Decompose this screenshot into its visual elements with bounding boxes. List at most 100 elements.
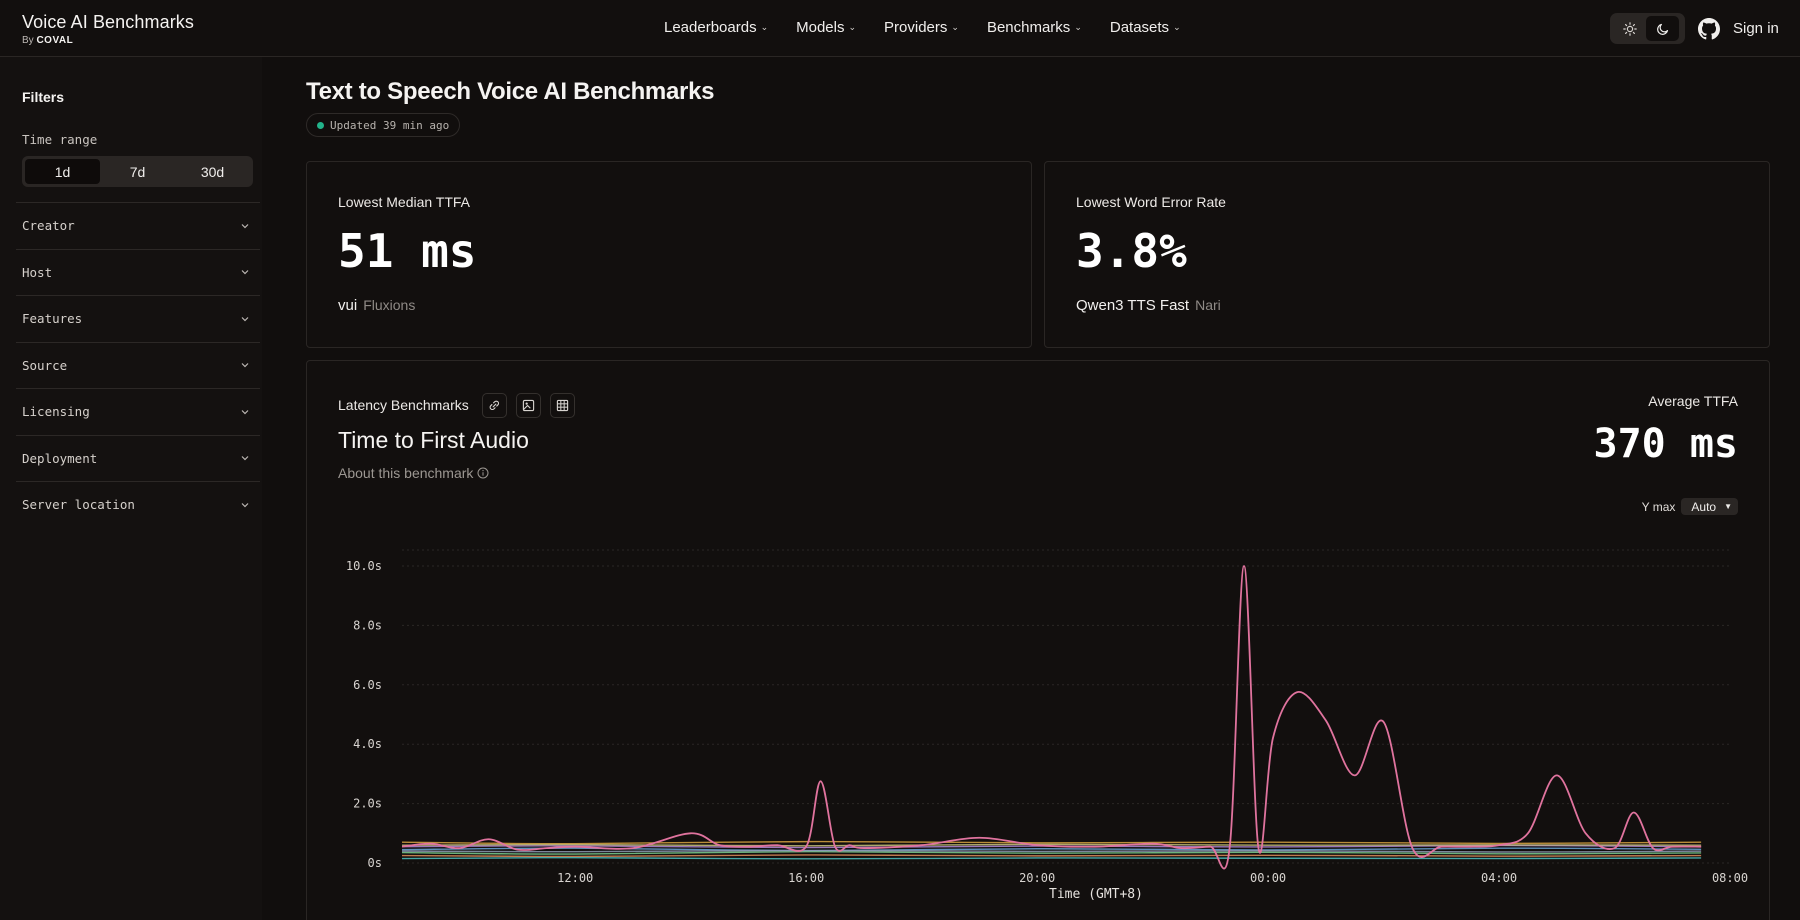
sign-in-link[interactable]: Sign in <box>1733 20 1779 37</box>
x-tick-label: 16:00 <box>788 871 824 885</box>
light-theme-button[interactable] <box>1613 16 1646 41</box>
stat-card-value: 3.8% <box>1076 224 1187 278</box>
stat-card-ttfa: Lowest Median TTFA 51 ms vui Fluxions <box>306 161 1032 348</box>
y-max-select[interactable]: Auto ▼ <box>1681 498 1738 515</box>
filter-licensing[interactable]: Licensing <box>16 388 260 435</box>
nav-label: Models <box>796 19 845 36</box>
y-max-label: Y max <box>1641 499 1676 514</box>
github-icon[interactable] <box>1698 18 1720 40</box>
provider-name: Fluxions <box>363 297 416 313</box>
nav-leaderboards[interactable]: Leaderboards ⌄ <box>664 19 768 36</box>
filters-sidebar: Filters Time range 1d 7d 30d Creator Hos… <box>0 57 262 920</box>
chevron-down-icon: ⌄ <box>1173 22 1181 32</box>
series-line <box>401 847 1702 852</box>
y-max-control: Y max Auto ▼ <box>1642 498 1738 515</box>
info-icon <box>477 467 489 479</box>
stat-card-title: Lowest Median TTFA <box>338 194 471 210</box>
theme-toggle <box>1610 13 1685 44</box>
updated-text: Updated 39 min ago <box>330 118 450 132</box>
chevron-down-icon: ⌄ <box>1074 22 1082 32</box>
image-download-icon <box>522 399 535 412</box>
filter-deployment[interactable]: Deployment <box>16 434 260 482</box>
filters-title: Filters <box>22 89 65 105</box>
y-max-value: Auto <box>1691 499 1717 514</box>
x-tick-label: 12:00 <box>557 871 593 885</box>
nav-label: Providers <box>884 19 948 36</box>
link-icon <box>489 400 499 410</box>
latency-chart-card: Latency Benchmarks Time to First Audio A… <box>306 360 1770 920</box>
brand-logo[interactable]: Voice AI Benchmarks By COVAL <box>22 12 194 46</box>
filter-label: Source <box>22 357 68 373</box>
copy-link-button[interactable] <box>482 393 507 418</box>
stat-card-wer: Lowest Word Error Rate 3.8% Qwen3 TTS Fa… <box>1044 161 1770 348</box>
moon-icon <box>1656 23 1668 35</box>
chevron-down-icon <box>241 223 249 229</box>
chevron-down-icon: ▼ <box>1724 502 1732 511</box>
provider-name: Nari <box>1195 297 1221 313</box>
chevron-down-icon <box>241 456 249 461</box>
filter-creator[interactable]: Creator <box>16 202 260 249</box>
status-badge: Updated 39 min ago <box>306 113 461 137</box>
nav-models[interactable]: Models ⌄ <box>796 19 856 36</box>
time-range-7d[interactable]: 7d <box>129 163 146 180</box>
filter-host[interactable]: Host <box>16 248 260 296</box>
filter-label: Server location <box>22 497 135 513</box>
brand-title: Voice AI Benchmarks <box>22 12 194 32</box>
y-tick-label: 10.0s <box>346 559 382 573</box>
nav-label: Datasets <box>1109 19 1170 36</box>
x-tick-label: 00:00 <box>1250 871 1286 885</box>
x-tick-label: 04:00 <box>1481 871 1517 885</box>
chevron-down-icon: ⌄ <box>951 22 959 32</box>
model-name: Qwen3 TTS Fast <box>1076 297 1190 314</box>
download-image-button[interactable] <box>516 393 541 418</box>
chevron-down-icon <box>241 363 249 368</box>
stat-card-model: vui Fluxions <box>338 297 415 314</box>
filter-label: Host <box>22 264 53 280</box>
time-range-1d[interactable]: 1d <box>25 159 100 184</box>
filter-label: Licensing <box>22 404 90 420</box>
page-title: Text to Speech Voice AI Benchmarks <box>306 78 715 105</box>
nav-benchmarks[interactable]: Benchmarks ⌄ <box>987 19 1082 36</box>
time-range-selector: 1d 7d 30d <box>22 156 253 187</box>
chart-title: Time to First Audio <box>338 427 529 453</box>
ttfa-line-chart: 0s 2.0s 4.0s 6.0s 8.0s 10.0s 12:00 16:00 20:00 00… <box>346 549 1748 902</box>
dark-theme-button[interactable] <box>1646 16 1679 41</box>
nav-providers[interactable]: Providers ⌄ <box>884 19 959 36</box>
filter-label: Creator <box>22 218 75 234</box>
filter-list: Creator Host Features Source Licensing D… <box>16 202 260 528</box>
filter-features[interactable]: Features <box>16 295 260 342</box>
chevron-down-icon <box>241 409 249 415</box>
y-tick-label: 6.0s <box>353 678 382 692</box>
series-line <box>401 854 1702 858</box>
average-ttfa-value: 370 ms <box>1593 421 1739 467</box>
series-line <box>401 851 1702 855</box>
filter-server-location[interactable]: Server location <box>16 481 260 528</box>
main-nav: Leaderboards ⌄ Models ⌄ Providers ⌄ Benchma… <box>664 19 1209 36</box>
top-bar: Voice AI Benchmarks By COVAL Leaderboard… <box>0 0 1800 57</box>
filter-source[interactable]: Source <box>16 341 260 389</box>
series-line <box>401 856 1702 860</box>
filter-label: Features <box>22 311 83 327</box>
time-range-30d[interactable]: 30d <box>200 163 225 180</box>
brand-by-prefix: By <box>22 35 34 46</box>
x-tick-label: 20:00 <box>1019 871 1055 885</box>
stat-card-value: 51 ms <box>338 224 477 278</box>
nav-label: Leaderboards <box>664 19 757 36</box>
nav-datasets[interactable]: Datasets ⌄ <box>1110 19 1181 36</box>
chevron-down-icon <box>241 316 249 322</box>
y-tick-label: 4.0s <box>353 737 382 751</box>
model-name: vui <box>338 297 358 314</box>
about-benchmark-link[interactable]: About this benchmark <box>338 465 489 481</box>
series-line <box>401 840 1702 845</box>
y-tick-label: 2.0s <box>353 797 382 811</box>
y-tick-label: 8.0s <box>353 618 382 632</box>
filter-label: Deployment <box>22 450 98 466</box>
series-line <box>401 849 1702 853</box>
section-label: Latency Benchmarks <box>338 397 469 413</box>
chevron-down-icon <box>241 502 249 508</box>
table-view-button[interactable] <box>550 393 575 418</box>
chevron-down-icon <box>241 270 249 275</box>
nav-label: Benchmarks <box>986 19 1071 36</box>
time-range-label: Time range <box>22 132 98 147</box>
stat-card-title: Lowest Word Error Rate <box>1076 194 1226 210</box>
